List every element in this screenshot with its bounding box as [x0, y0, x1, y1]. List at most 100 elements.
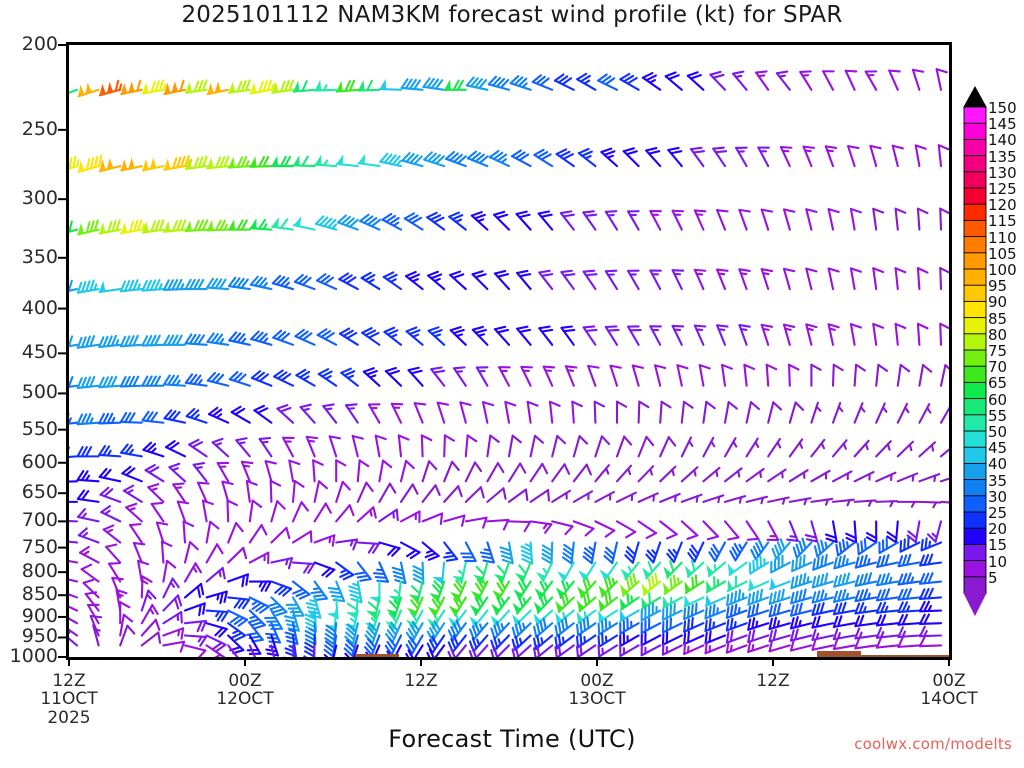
wind-barb [140, 603, 159, 625]
wind-barb [89, 614, 103, 637]
wind-barb [162, 611, 183, 625]
wind-barb [576, 591, 597, 613]
wind-barb [805, 323, 818, 346]
wind-barb [299, 403, 316, 424]
wind-barb [486, 462, 505, 483]
wind-barb [313, 534, 336, 547]
wind-barb [760, 208, 774, 231]
wind-barb [564, 365, 578, 387]
wind-barb [492, 578, 511, 601]
wind-barb [288, 459, 301, 483]
wind-barb [140, 618, 161, 637]
x-tick-label: 00Z 12OCT [185, 672, 305, 709]
wind-barb [293, 216, 316, 231]
wind-barb [533, 609, 554, 626]
wind-barb [323, 644, 338, 657]
wind-barb [559, 210, 575, 231]
wind-barb [69, 155, 80, 170]
wind-barb [269, 479, 282, 503]
wind-barb [659, 520, 678, 540]
wind-barb [782, 323, 796, 346]
wind-barb [390, 402, 404, 424]
wind-barb [426, 644, 446, 657]
wind-barb [160, 540, 173, 564]
wind-barb [738, 268, 751, 291]
y-axis-labels: 200 250 300 350 400 450 500 550 600 650 700 750 800 8… [0, 0, 58, 768]
wind-barb [779, 146, 793, 168]
wind-barb [896, 472, 919, 483]
wind-barb [554, 616, 575, 638]
watermark-link[interactable]: coolwx.com/modelts [854, 735, 1012, 753]
wind-barb [77, 219, 100, 236]
colorbar-swatch [963, 479, 987, 497]
wind-barb [554, 643, 575, 657]
wind-barb [87, 603, 100, 625]
wind-barb [121, 465, 143, 483]
wind-barb [604, 325, 620, 346]
wind-barb [249, 79, 275, 95]
wind-barb [248, 596, 270, 614]
wind-barb [140, 589, 157, 612]
wind-barb [767, 401, 783, 424]
wind-barb [367, 403, 381, 424]
wind-barb [738, 208, 751, 231]
wind-barb [449, 326, 467, 346]
wind-barb [619, 632, 640, 648]
wind-barb [122, 484, 143, 503]
wind-barb [338, 327, 359, 346]
wind-barb [406, 595, 424, 618]
wind-barb [335, 480, 351, 503]
wind-barb [227, 573, 249, 588]
wind-barb [240, 460, 254, 483]
wind-barb [141, 157, 165, 172]
wind-barb [872, 322, 885, 346]
wind-barb [916, 207, 929, 231]
colorbar-swatch [963, 560, 987, 578]
colorbar-tick-label: 80 [988, 325, 1008, 344]
wind-barb [572, 520, 595, 537]
wind-barb [228, 331, 251, 346]
wind-barb [768, 639, 791, 653]
wind-barb [465, 76, 489, 91]
wind-barb [824, 520, 838, 544]
y-tick-label: 850 [21, 583, 58, 606]
wind-barb [69, 376, 79, 388]
wind-barb [897, 626, 921, 639]
wind-barb [916, 267, 929, 291]
wind-barb [531, 74, 554, 91]
wind-barb [76, 335, 100, 349]
x-tick-date: 14OCT [920, 689, 978, 710]
colorbar-swatch [963, 106, 987, 125]
wind-barb [443, 485, 463, 503]
wind-barb [516, 325, 532, 346]
wind-barb [162, 627, 185, 640]
wind-barb [205, 622, 228, 638]
wind-barb [162, 278, 187, 291]
wind-barb [702, 520, 720, 541]
x-tick-year: 2025 [47, 707, 91, 728]
wind-barb [79, 545, 100, 564]
wind-barb [77, 508, 100, 523]
colorbar-tick-label: 45 [988, 439, 1008, 458]
wind-barb [147, 483, 165, 503]
colorbar-swatch [963, 155, 987, 173]
wind-barb [659, 465, 677, 483]
wind-barb [805, 267, 818, 291]
wind-barb [721, 363, 733, 387]
wind-barb [760, 268, 774, 291]
wind-barb [69, 617, 79, 637]
wind-barb [141, 79, 167, 95]
wind-barb [686, 71, 705, 91]
wind-barb [360, 271, 381, 291]
wind-barb [810, 497, 834, 506]
colorbar-swatch [963, 333, 987, 352]
wind-barb [98, 157, 122, 173]
wind-barb [939, 448, 949, 458]
wind-barb [449, 270, 467, 291]
wind-barb [344, 622, 359, 645]
wind-barb [270, 526, 291, 544]
wind-barb [789, 616, 813, 630]
wind-barb [849, 267, 862, 291]
wind-barb [533, 634, 554, 651]
y-tick-label: 650 [21, 481, 58, 504]
